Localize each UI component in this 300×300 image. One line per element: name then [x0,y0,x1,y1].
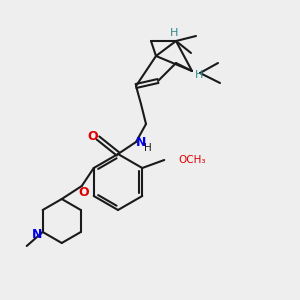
Text: H: H [195,70,203,80]
Text: H: H [170,28,178,38]
Text: N: N [32,227,42,241]
Text: H: H [144,143,152,153]
Text: N: N [136,136,146,149]
Text: O: O [88,130,98,143]
Text: O: O [78,185,89,199]
Text: OCH₃: OCH₃ [178,155,206,165]
